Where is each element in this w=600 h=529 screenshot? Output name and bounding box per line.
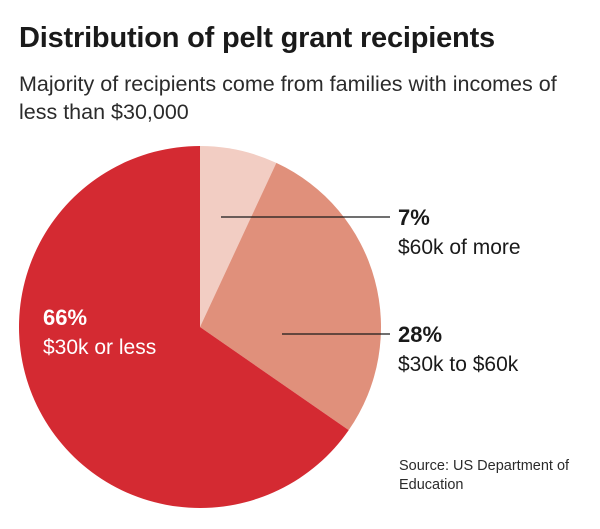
value-label-30k-to-60k: 28% (398, 322, 442, 347)
source-note: Source: US Department of Education (399, 458, 570, 493)
slice-30k-or-less (18, 146, 349, 509)
value-label-60k-or-more: 7% (398, 205, 430, 230)
category-label-30k-or-less: $30k or less (43, 336, 156, 359)
pie-slices (18, 146, 382, 509)
category-label-60k-or-more: $60k of more (398, 236, 521, 259)
category-label-30k-to-60k: $30k to $60k (398, 353, 519, 376)
slice-30k-to-60k (200, 162, 382, 431)
chart-subtitle: Majority of recipients come from familie… (19, 72, 557, 124)
value-label-30k-or-less: 66% (43, 305, 87, 330)
slice-60k-or-more (200, 146, 277, 327)
chart-title: Distribution of pelt grant recipients (19, 22, 495, 54)
